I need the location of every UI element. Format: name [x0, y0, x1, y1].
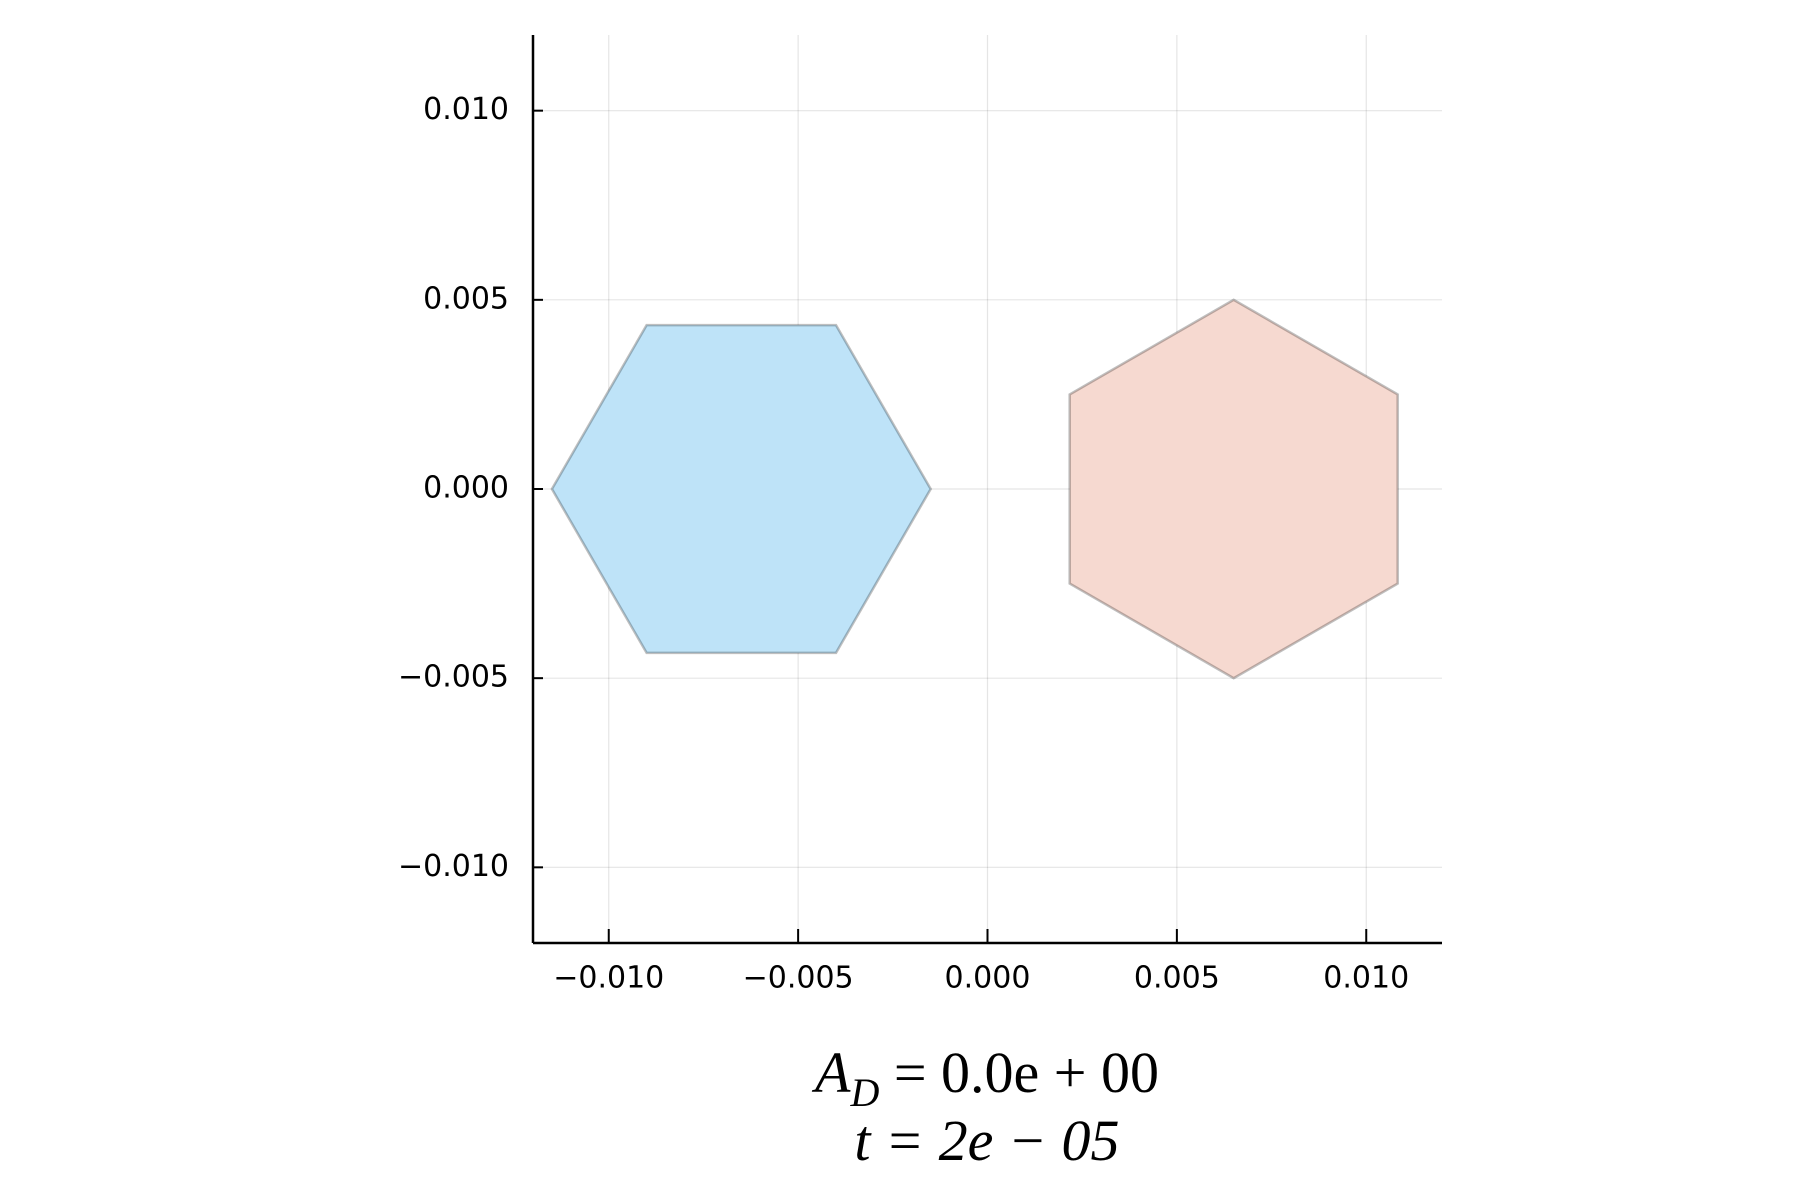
y-tick-label: −0.010 [398, 849, 509, 884]
x-tick-label: 0.005 [1134, 961, 1220, 996]
x-label: AD = 0.0e + 00 [811, 1040, 1159, 1115]
y-tick-label: 0.000 [423, 471, 509, 506]
x-label-subscript: D [849, 1070, 879, 1115]
x-label-value: = 0.0e + 00 [879, 1040, 1159, 1105]
y-tick-label: 0.010 [423, 92, 509, 127]
x-tick-label: −0.005 [743, 961, 854, 996]
x-tick-label: −0.010 [553, 961, 664, 996]
x-label-symbol: A [811, 1040, 851, 1105]
y-tick-label: 0.005 [423, 281, 509, 316]
y-tick-label: −0.005 [398, 660, 509, 695]
hexagon [1068, 298, 1399, 680]
x-label-line2: t = 2e − 05 [854, 1108, 1119, 1173]
x-tick-label: 0.010 [1323, 961, 1409, 996]
hexagon [550, 323, 933, 655]
x-tick-label: 0.000 [945, 961, 1031, 996]
